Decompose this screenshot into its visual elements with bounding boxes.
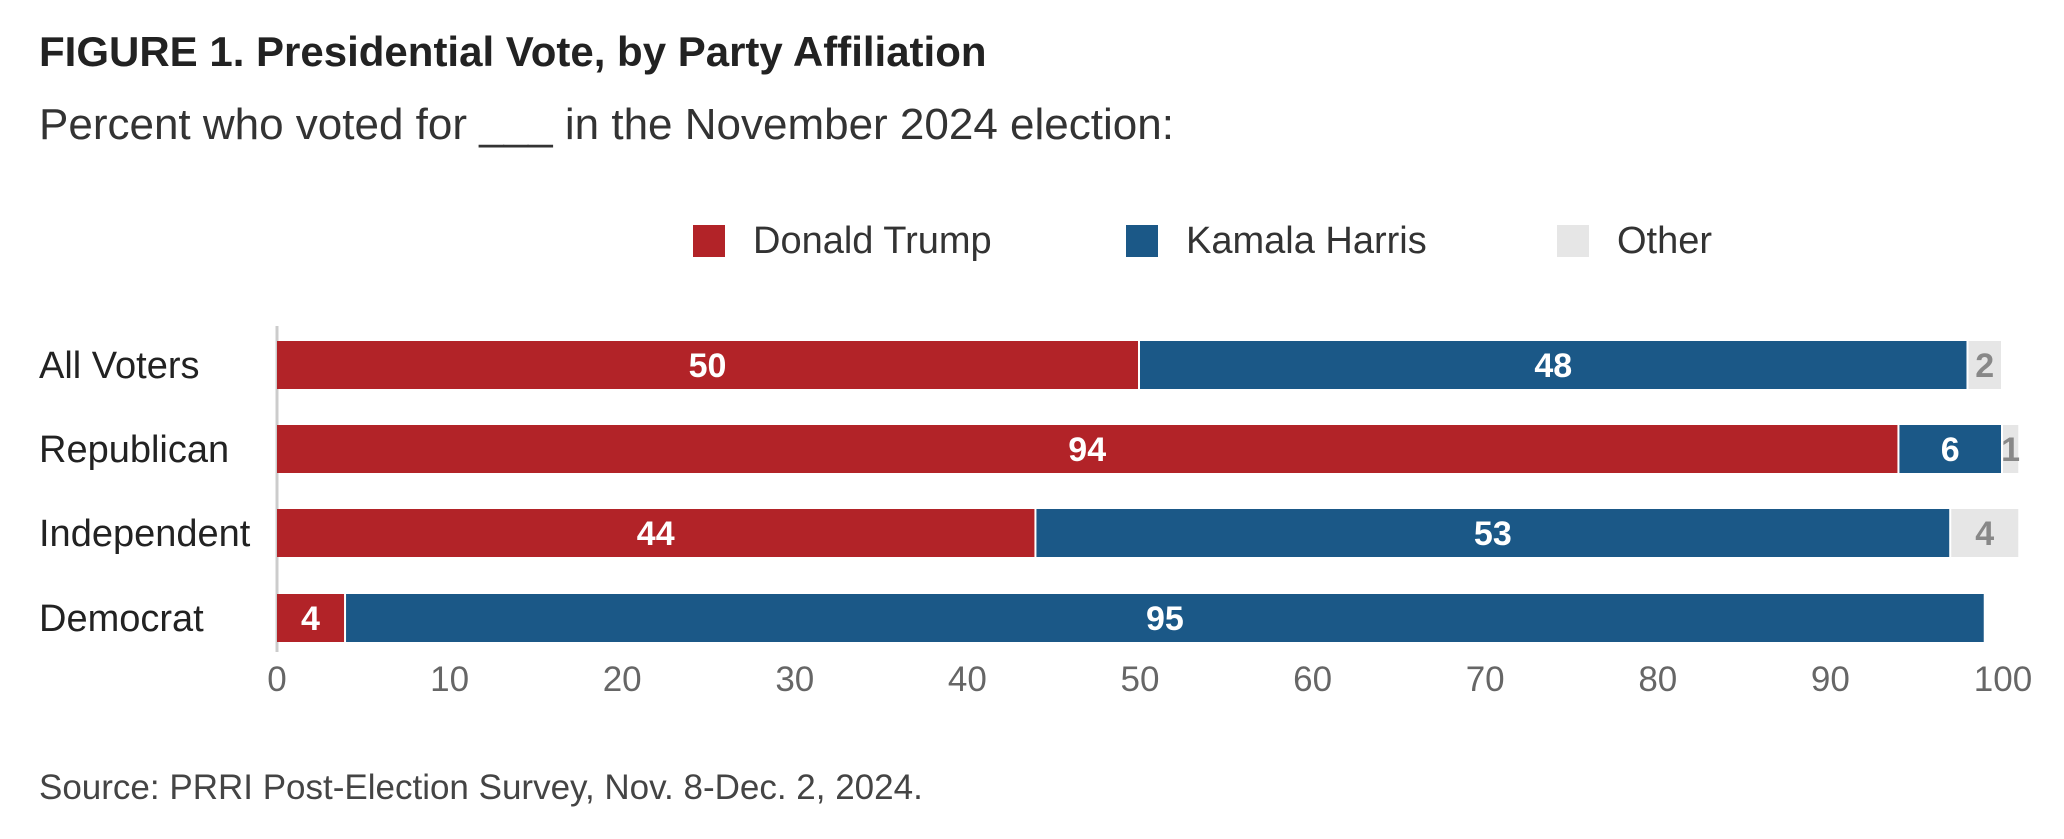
data-label: 6 [1941,431,1960,469]
data-label: 4 [301,600,320,638]
bar-trump [277,594,345,642]
legend-label-trump: Donald Trump [753,219,992,262]
data-label: 95 [1146,600,1184,638]
x-tick-label: 20 [603,660,642,699]
legend-swatch-harris [1126,225,1158,257]
bar-trump [277,509,1035,557]
bar-other [2003,425,2019,473]
x-tick-label: 50 [1121,660,1160,699]
x-tick-label: 30 [775,660,814,699]
category-label: Republican [39,429,229,471]
bar-harris [1140,341,1967,389]
source-note: Source: PRRI Post-Election Survey, Nov. … [39,768,923,807]
legend-item-harris: Kamala Harris [1126,216,1427,266]
data-label: 2 [1975,347,1994,385]
x-tick-label: 60 [1293,660,1332,699]
data-label: 50 [689,347,727,385]
legend-swatch-other [1557,225,1589,257]
bar-trump [277,425,1898,473]
legend-item-trump: Donald Trump [693,216,992,266]
data-label: 44 [637,515,675,553]
data-label: 4 [1975,515,1994,553]
legend-label-other: Other [1617,219,1713,262]
chart-subtitle: Percent who voted for ___ in the Novembe… [39,100,1174,149]
x-tick-label: 70 [1466,660,1505,699]
bar-harris [1899,425,2001,473]
data-label: 48 [1534,347,1572,385]
bar-other [1968,341,2001,389]
legend-swatch-trump [693,225,725,257]
category-label: Independent [39,513,251,555]
data-label: 94 [1068,431,1106,469]
bar-harris [346,594,1984,642]
chart-title: FIGURE 1. Presidential Vote, by Party Af… [39,28,987,75]
legend-item-other: Other [1557,216,1712,266]
bar-trump [277,341,1138,389]
x-tick-label: 80 [1638,660,1677,699]
x-tick-label: 10 [430,660,469,699]
bar-other [1951,509,2019,557]
category-label: Democrat [39,598,204,640]
x-tick-label: 100 [1974,660,2032,699]
x-tick-label: 0 [267,660,286,699]
category-label: All Voters [39,345,200,387]
x-tick-label: 90 [1811,660,1850,699]
x-tick-label: 40 [948,660,987,699]
legend: Donald Trump Kamala Harris Other [0,216,2064,266]
bar-harris [1036,509,1950,557]
data-label: 1 [2001,431,2020,469]
data-label: 53 [1474,515,1512,553]
legend-label-harris: Kamala Harris [1186,219,1427,262]
